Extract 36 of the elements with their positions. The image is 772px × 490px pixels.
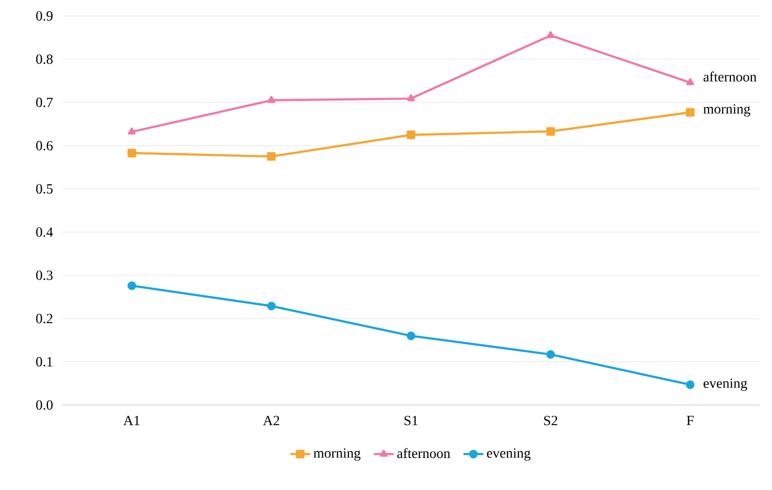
point xyxy=(128,281,136,290)
point xyxy=(406,130,416,140)
x-tick-label: S2 xyxy=(544,416,558,426)
y-tick-label: 0.3 xyxy=(36,270,53,280)
y-tick-label: 0.1 xyxy=(36,357,52,367)
x-tick-label: F xyxy=(686,416,694,426)
point xyxy=(686,78,694,86)
y-tick-label: 0.8 xyxy=(36,54,53,64)
text: evening xyxy=(704,378,748,391)
text: morning xyxy=(703,104,750,117)
y-tick-label: 0.4 xyxy=(36,227,53,237)
y-tick-label: 0.7 xyxy=(36,98,53,108)
point xyxy=(686,108,695,117)
x-tick-label: S1 xyxy=(404,416,418,426)
legend-label: afternoon xyxy=(397,448,450,458)
x-tick-label: A1 xyxy=(123,416,140,426)
point xyxy=(546,31,554,38)
point xyxy=(546,127,555,136)
point xyxy=(686,380,695,389)
y-tick-label: 0.5 xyxy=(36,184,53,194)
point xyxy=(546,350,555,359)
point xyxy=(268,96,276,103)
y-tick-label: 0.9 xyxy=(36,11,53,21)
y-tick-label: 0.0 xyxy=(36,400,53,410)
point xyxy=(267,152,276,161)
x-tick-label: A2 xyxy=(262,416,280,426)
point xyxy=(128,148,136,158)
legend-label: evening xyxy=(486,448,530,461)
point xyxy=(267,302,276,310)
legend-label: morning xyxy=(314,448,360,461)
y-tick-label: 0.6 xyxy=(36,140,53,150)
y-tick-label: 0.2 xyxy=(36,314,52,324)
point xyxy=(406,332,416,340)
point xyxy=(407,94,415,102)
text: afternoon xyxy=(704,72,756,82)
point xyxy=(128,128,136,135)
